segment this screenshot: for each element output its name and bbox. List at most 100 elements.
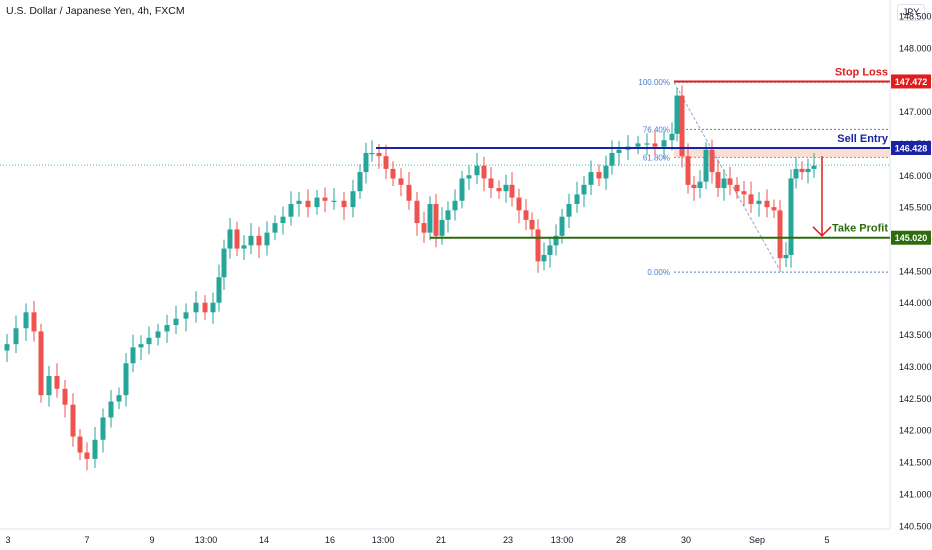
candle-bull xyxy=(216,277,222,303)
candle-bull xyxy=(331,200,337,202)
candle-bull xyxy=(559,216,565,236)
candle-bull xyxy=(369,152,375,155)
candle-bear xyxy=(383,156,389,169)
price-tick-label: 142.500 xyxy=(899,394,932,404)
candle-bear xyxy=(727,178,733,185)
stop-loss-price-text: 147.472 xyxy=(895,77,928,87)
candle-bull xyxy=(566,203,572,217)
take-profit-label: Take Profit xyxy=(832,223,888,235)
currency-button[interactable]: JPY xyxy=(897,4,925,21)
candle-bull xyxy=(173,318,179,326)
candle-bear xyxy=(496,188,502,192)
time-tick-label: 13:00 xyxy=(372,535,395,545)
candle-bull xyxy=(588,172,594,185)
candle-bull xyxy=(210,302,216,313)
candle-bull xyxy=(272,223,278,233)
candle-bull xyxy=(609,152,615,166)
candle-bull xyxy=(248,235,254,246)
price-tick-label: 144.000 xyxy=(899,298,932,308)
price-tick-label: 148.000 xyxy=(899,43,932,53)
time-tick-label: 14 xyxy=(259,535,269,545)
candle-bull xyxy=(581,184,587,195)
candle-bull xyxy=(350,191,356,208)
time-tick-label: 21 xyxy=(436,535,446,545)
candle-bear xyxy=(488,178,494,189)
candle-bull xyxy=(547,245,553,255)
price-tick-label: 141.000 xyxy=(899,489,932,499)
stop-loss-price-tag xyxy=(891,74,931,89)
candle-bull xyxy=(155,331,161,338)
candle-bear xyxy=(764,200,770,208)
candle-bull xyxy=(439,219,445,236)
candle-bull xyxy=(23,312,29,329)
time-tick-label: 7 xyxy=(84,535,89,545)
candle-bull xyxy=(183,312,189,319)
candle-bear xyxy=(305,200,311,208)
candle-bull xyxy=(116,395,122,402)
time-tick-label: Sep xyxy=(749,535,765,545)
candle-bear xyxy=(741,191,747,195)
candle-bull xyxy=(296,200,302,204)
time-tick-label: 30 xyxy=(681,535,691,545)
candle-bull xyxy=(697,181,703,189)
trade-levels: Stop Loss 147.472 Sell Entry 146.428 Take Pr… xyxy=(376,66,931,245)
candle-bull xyxy=(553,235,559,246)
candle-bull xyxy=(92,439,98,459)
candle-bull xyxy=(616,149,622,153)
time-tick-label: 28 xyxy=(616,535,626,545)
candle-bear xyxy=(31,312,37,332)
candle-bear xyxy=(54,376,60,389)
candle-bull xyxy=(123,363,129,396)
time-tick-label: 16 xyxy=(325,535,335,545)
candle-bull xyxy=(721,178,727,189)
candle-bear xyxy=(685,156,691,185)
fib-level-label: 100.00% xyxy=(638,78,670,87)
candle-bull xyxy=(459,178,465,201)
candle-bear xyxy=(84,452,90,459)
candle-bull xyxy=(264,232,270,246)
candle-bear xyxy=(523,210,529,220)
candle-bull xyxy=(466,175,472,179)
take-profit-price-tag xyxy=(891,230,931,245)
price-tick-label: 145.500 xyxy=(899,203,932,213)
candle-bull xyxy=(644,143,650,145)
candle-bear xyxy=(376,152,382,157)
candle-bull xyxy=(46,376,52,396)
candle-bull xyxy=(674,95,680,134)
sell-entry-price-tag xyxy=(891,140,931,155)
candle-bull xyxy=(669,133,675,141)
candle-bear xyxy=(509,184,515,198)
candle-bull xyxy=(474,165,480,176)
candle-bull xyxy=(357,172,363,192)
candle-bull xyxy=(661,140,667,147)
price-tick-label: 148.500 xyxy=(899,11,932,21)
candle-bear xyxy=(715,172,721,189)
candle-bear xyxy=(709,149,715,173)
candle-bull xyxy=(314,197,320,208)
time-tick-label: 3 xyxy=(5,535,10,545)
candle-bull xyxy=(811,165,817,169)
candle-bear xyxy=(481,165,487,179)
candle-bear xyxy=(799,168,805,173)
time-tick-label: 13:00 xyxy=(195,535,218,545)
candle-bull xyxy=(703,149,709,182)
price-tick-label: 141.500 xyxy=(899,458,932,468)
candle-bull xyxy=(756,200,762,204)
candle-bull xyxy=(503,184,509,192)
candle-bear xyxy=(771,207,777,211)
fib-trend-line xyxy=(673,81,782,273)
candle-bull xyxy=(4,344,10,351)
candle-bear xyxy=(433,203,439,236)
price-tick-label: 142.000 xyxy=(899,426,932,436)
candle-bull xyxy=(138,344,144,348)
price-tick-label: 143.500 xyxy=(899,330,932,340)
stop-loss-label: Stop Loss xyxy=(835,66,888,78)
candle-bull xyxy=(574,194,580,204)
candle-bear xyxy=(234,229,240,249)
candle-bull xyxy=(221,248,227,278)
candle-bull xyxy=(13,328,19,345)
candle-bull xyxy=(783,254,789,259)
price-tick-label: 147.000 xyxy=(899,107,932,117)
